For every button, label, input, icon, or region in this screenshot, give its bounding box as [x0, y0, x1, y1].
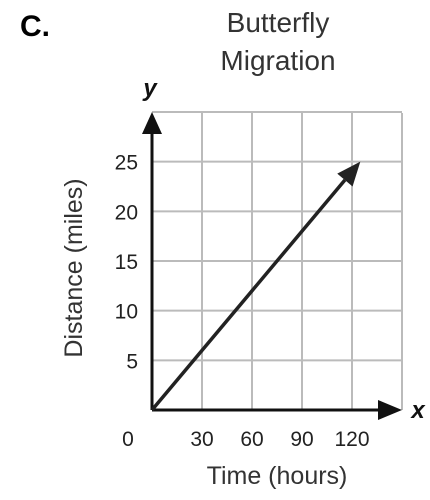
option-label: C.	[20, 10, 50, 43]
y-tick-label: 5	[126, 350, 138, 373]
y-axis-title: Distance (miles)	[60, 178, 88, 357]
origin-label: 0	[122, 428, 134, 451]
x-tick-label: 60	[240, 428, 263, 451]
y-tick-label: 20	[115, 201, 138, 224]
y-axis-arrowhead	[142, 112, 162, 134]
x-tick-label: 90	[290, 428, 313, 451]
chart-title-line-1: Butterfly	[227, 7, 330, 38]
series-line-arrowhead	[337, 161, 361, 187]
x-axis-arrowhead	[378, 400, 402, 420]
y-tick-label: 10	[115, 301, 138, 324]
series	[150, 161, 361, 412]
y-tick-label: 25	[115, 152, 138, 175]
chart-title-line-2: Migration	[220, 45, 335, 76]
x-tick-label: 120	[334, 428, 369, 451]
axes	[142, 112, 402, 420]
x-tick-label: 30	[190, 428, 213, 451]
x-axis-title: Time (hours)	[207, 462, 348, 490]
y-axis-letter: y	[142, 75, 158, 102]
y-tick-label: 15	[115, 251, 138, 274]
series-line	[150, 178, 347, 412]
labels: 30 60 90 120 5 10 15 20 25 0 x y Time (hours) Distanc…	[60, 75, 426, 490]
x-axis-letter: x	[409, 397, 426, 424]
